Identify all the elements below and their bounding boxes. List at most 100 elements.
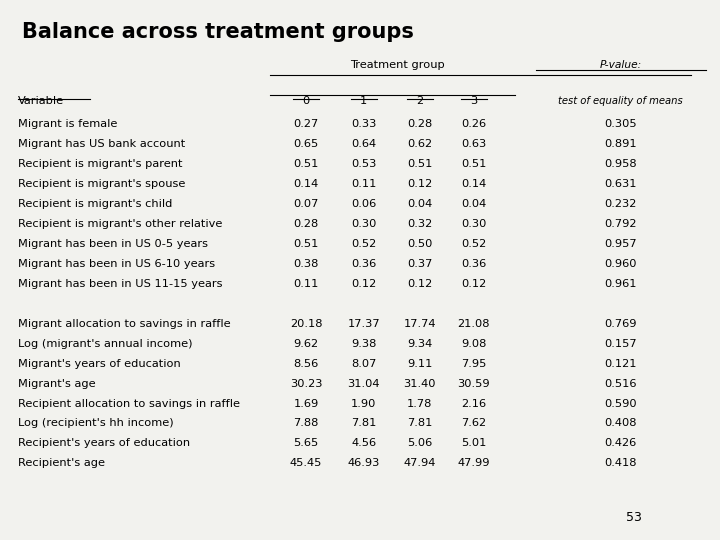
Text: Recipient's age: Recipient's age xyxy=(18,458,105,469)
Text: 1.90: 1.90 xyxy=(351,399,377,409)
Text: 9.38: 9.38 xyxy=(351,339,377,349)
Text: 0.51: 0.51 xyxy=(293,159,319,169)
Text: 0.792: 0.792 xyxy=(604,219,637,229)
Text: 0.28: 0.28 xyxy=(407,119,433,129)
Text: 0.37: 0.37 xyxy=(407,259,433,269)
Text: 0.12: 0.12 xyxy=(407,279,433,289)
Text: 5.06: 5.06 xyxy=(407,438,433,449)
Text: 0.157: 0.157 xyxy=(604,339,637,349)
Text: Recipient is migrant's child: Recipient is migrant's child xyxy=(18,199,172,209)
Text: Migrant has been in US 6-10 years: Migrant has been in US 6-10 years xyxy=(18,259,215,269)
Text: 47.94: 47.94 xyxy=(404,458,436,469)
Text: 0.891: 0.891 xyxy=(604,139,637,149)
Text: Migrant's years of education: Migrant's years of education xyxy=(18,359,181,369)
Text: Recipient is migrant's parent: Recipient is migrant's parent xyxy=(18,159,182,169)
Text: 8.56: 8.56 xyxy=(293,359,319,369)
Text: 0.960: 0.960 xyxy=(604,259,637,269)
Text: 47.99: 47.99 xyxy=(457,458,490,469)
Text: Migrant has US bank account: Migrant has US bank account xyxy=(18,139,185,149)
Text: 0.232: 0.232 xyxy=(605,199,636,209)
Text: 53: 53 xyxy=(626,511,642,524)
Text: 17.37: 17.37 xyxy=(347,319,380,329)
Text: 0.12: 0.12 xyxy=(461,279,487,289)
Text: 0.32: 0.32 xyxy=(407,219,433,229)
Text: 0.64: 0.64 xyxy=(351,139,376,149)
Text: 3: 3 xyxy=(470,96,477,106)
Text: Log (migrant's annual income): Log (migrant's annual income) xyxy=(18,339,192,349)
Text: 0.04: 0.04 xyxy=(407,199,433,209)
Text: 0.38: 0.38 xyxy=(293,259,319,269)
Text: 0.11: 0.11 xyxy=(351,179,377,189)
Text: 0.52: 0.52 xyxy=(351,239,377,249)
Text: Recipient allocation to savings in raffle: Recipient allocation to savings in raffl… xyxy=(18,399,240,409)
Text: 5.65: 5.65 xyxy=(293,438,319,449)
Text: 0.121: 0.121 xyxy=(604,359,637,369)
Text: 0.30: 0.30 xyxy=(351,219,377,229)
Text: Recipient is migrant's spouse: Recipient is migrant's spouse xyxy=(18,179,185,189)
Text: 0.50: 0.50 xyxy=(407,239,433,249)
Text: 0.590: 0.590 xyxy=(604,399,637,409)
Text: 8.07: 8.07 xyxy=(351,359,377,369)
Text: Recipient is migrant's other relative: Recipient is migrant's other relative xyxy=(18,219,222,229)
Text: 9.34: 9.34 xyxy=(407,339,433,349)
Text: 45.45: 45.45 xyxy=(290,458,322,469)
Text: 0.33: 0.33 xyxy=(351,119,377,129)
Text: 0.957: 0.957 xyxy=(604,239,637,249)
Text: 0.30: 0.30 xyxy=(461,219,487,229)
Text: 30.23: 30.23 xyxy=(289,379,323,389)
Text: 2: 2 xyxy=(416,96,423,106)
Text: 7.62: 7.62 xyxy=(462,418,486,429)
Text: 0.53: 0.53 xyxy=(351,159,377,169)
Text: 0: 0 xyxy=(302,96,310,106)
Text: 0.12: 0.12 xyxy=(351,279,377,289)
Text: 0.51: 0.51 xyxy=(461,159,487,169)
Text: 7.81: 7.81 xyxy=(407,418,433,429)
Text: Migrant has been in US 11-15 years: Migrant has been in US 11-15 years xyxy=(18,279,222,289)
Text: Recipient's years of education: Recipient's years of education xyxy=(18,438,190,449)
Text: Balance across treatment groups: Balance across treatment groups xyxy=(22,22,413,42)
Text: 0.07: 0.07 xyxy=(293,199,319,209)
Text: 0.27: 0.27 xyxy=(293,119,319,129)
Text: 0.28: 0.28 xyxy=(293,219,319,229)
Text: 9.11: 9.11 xyxy=(407,359,433,369)
Text: 7.95: 7.95 xyxy=(461,359,487,369)
Text: 0.11: 0.11 xyxy=(293,279,319,289)
Text: 0.04: 0.04 xyxy=(461,199,487,209)
Text: 0.51: 0.51 xyxy=(407,159,433,169)
Text: 0.631: 0.631 xyxy=(604,179,637,189)
Text: 0.06: 0.06 xyxy=(351,199,377,209)
Text: 0.14: 0.14 xyxy=(293,179,319,189)
Text: 20.18: 20.18 xyxy=(289,319,323,329)
Text: test of equality of means: test of equality of means xyxy=(558,96,683,106)
Text: 1.78: 1.78 xyxy=(407,399,433,409)
Text: 0.305: 0.305 xyxy=(604,119,637,129)
Text: Variable: Variable xyxy=(18,96,64,106)
Text: 17.74: 17.74 xyxy=(403,319,436,329)
Text: Treatment group: Treatment group xyxy=(350,60,444,70)
Text: 4.56: 4.56 xyxy=(351,438,376,449)
Text: Migrant has been in US 0-5 years: Migrant has been in US 0-5 years xyxy=(18,239,208,249)
Text: 31.40: 31.40 xyxy=(403,379,436,389)
Text: 46.93: 46.93 xyxy=(348,458,379,469)
Text: 7.88: 7.88 xyxy=(293,418,319,429)
Text: 0.516: 0.516 xyxy=(604,379,637,389)
Text: 21.08: 21.08 xyxy=(457,319,490,329)
Text: 1: 1 xyxy=(360,96,367,106)
Text: 0.36: 0.36 xyxy=(461,259,487,269)
Text: 0.418: 0.418 xyxy=(604,458,637,469)
Text: 9.08: 9.08 xyxy=(461,339,487,349)
Text: 31.04: 31.04 xyxy=(347,379,380,389)
Text: Migrant is female: Migrant is female xyxy=(18,119,117,129)
Text: 30.59: 30.59 xyxy=(457,379,490,389)
Text: 0.65: 0.65 xyxy=(293,139,319,149)
Text: 1.69: 1.69 xyxy=(293,399,319,409)
Text: 7.81: 7.81 xyxy=(351,418,377,429)
Text: 0.62: 0.62 xyxy=(408,139,432,149)
Text: P-value:: P-value: xyxy=(600,60,642,70)
Text: 0.769: 0.769 xyxy=(604,319,637,329)
Text: Log (recipient's hh income): Log (recipient's hh income) xyxy=(18,418,174,429)
Text: 0.958: 0.958 xyxy=(604,159,637,169)
Text: 0.408: 0.408 xyxy=(604,418,637,429)
Text: 0.26: 0.26 xyxy=(462,119,486,129)
Text: 5.01: 5.01 xyxy=(461,438,487,449)
